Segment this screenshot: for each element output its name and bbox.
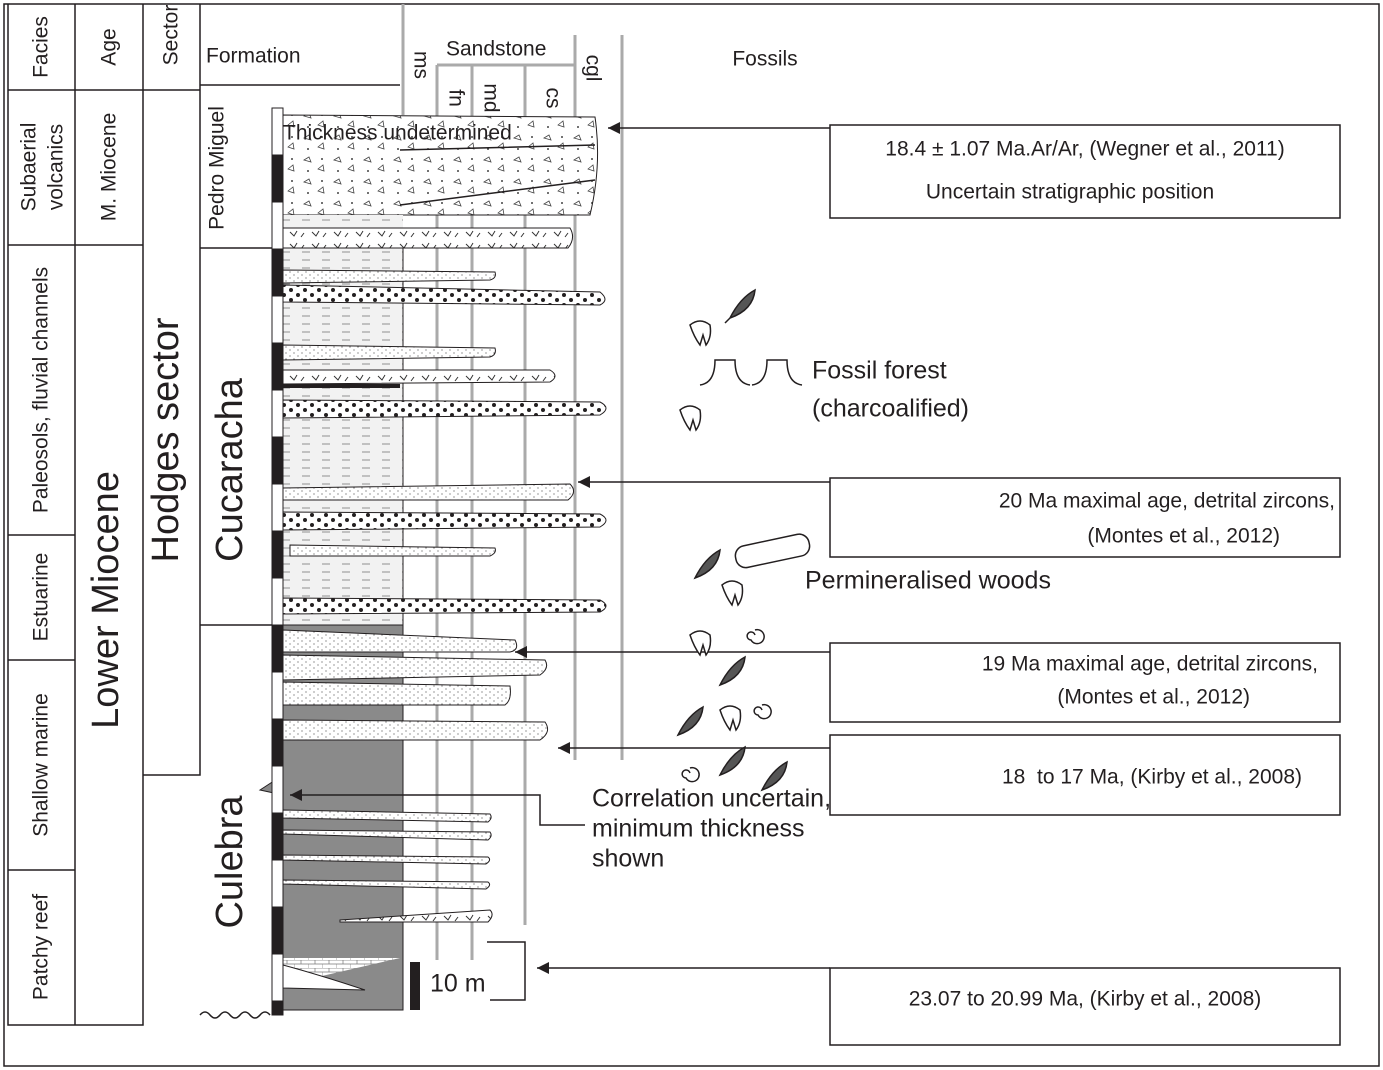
correlation-note: Correlation uncertain,	[592, 785, 831, 813]
header: fn	[444, 89, 467, 107]
header: Facies	[30, 16, 53, 78]
diagram: Facies Age Sector Formation ms Sandstone…	[0, 0, 1383, 1070]
scale-bar	[410, 962, 420, 1010]
scale-segment	[272, 343, 283, 390]
header: md	[479, 83, 502, 112]
fossil-label: (charcoalified)	[812, 395, 969, 423]
scale-segment	[272, 202, 283, 249]
column-note: Thickness undetermined	[283, 122, 512, 145]
facies: Shallow marine	[30, 693, 53, 837]
date-text: 23.07 to 20.99 Ma, (Kirby et al., 2008)	[909, 988, 1262, 1011]
date-text: 20 Ma maximal age, detrital zircons,	[999, 490, 1335, 513]
header: Age	[98, 28, 121, 65]
facies: Subaerial	[18, 123, 41, 212]
formation: Cucaracha	[209, 377, 251, 562]
scale-segment	[272, 907, 283, 954]
scale-segment	[272, 719, 283, 766]
scale-segment	[272, 437, 283, 484]
header: cgl	[581, 55, 604, 82]
age: Lower Miocene	[85, 471, 127, 729]
date-text: (Montes et al., 2012)	[1087, 525, 1280, 548]
date-text: 18.4 ± 1.07 Ma.Ar/Ar, (Wegner et al., 20…	[885, 138, 1284, 161]
age: M. Miocene	[98, 113, 121, 222]
scale-segment	[272, 813, 283, 860]
facies: Estuarine	[30, 553, 53, 642]
scale-segment	[272, 1001, 283, 1015]
scale-segment	[272, 249, 283, 296]
date-text: Uncertain stratigraphic position	[926, 181, 1214, 204]
fossil-label: Permineralised woods	[805, 567, 1051, 595]
header: cs	[541, 88, 564, 109]
labels: Facies Age Sector Formation ms Sandstone…	[18, 5, 1335, 1011]
correlation-note: shown	[592, 845, 664, 873]
fossil-label: Fossil forest	[812, 357, 947, 385]
scale-column	[272, 108, 283, 1015]
scale-segment	[272, 531, 283, 578]
lithology	[200, 115, 606, 1018]
scale-segment	[272, 578, 283, 625]
bracket	[487, 942, 525, 1000]
scale-label: 10 m	[430, 970, 486, 998]
scale-segment	[272, 390, 283, 437]
header: Sandstone	[446, 38, 546, 61]
date-text: 18 to 17 Ma, (Kirby et al., 2008)	[1002, 766, 1302, 789]
header: ms	[409, 51, 432, 79]
facies: Patchy reef	[30, 894, 53, 1000]
facies: volcanics	[45, 124, 68, 210]
scale-segment	[272, 108, 283, 155]
header: Sector	[160, 5, 183, 66]
date-text: (Montes et al., 2012)	[1057, 686, 1250, 709]
date-text: 19 Ma maximal age, detrital zircons,	[982, 653, 1318, 676]
scale-segment	[272, 155, 283, 202]
scale-segment	[272, 625, 283, 672]
scale-segment	[272, 484, 283, 531]
scale-segment	[272, 296, 283, 343]
scale-segment	[272, 954, 283, 1001]
formation: Pedro Miguel	[206, 106, 229, 230]
header: Fossils	[732, 48, 797, 71]
formation: Culebra	[209, 795, 251, 929]
sector: Hodges sector	[145, 317, 187, 562]
scale-segment	[272, 860, 283, 907]
header: Formation	[206, 45, 301, 68]
scale-segment	[272, 766, 283, 813]
facies: Paleosols, fluvial channels	[30, 267, 53, 513]
correlation-note: minimum thickness	[592, 815, 805, 843]
scale-segment	[272, 672, 283, 719]
fossil-icons	[678, 290, 811, 790]
